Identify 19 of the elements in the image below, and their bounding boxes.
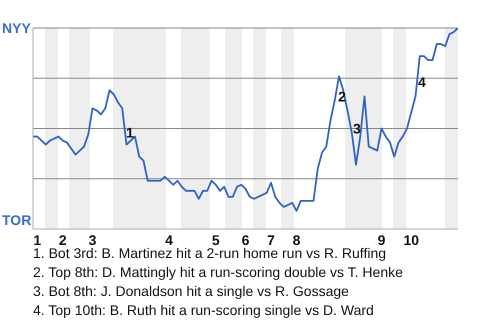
text: 2. Top 8th: D. Mattingly hit a run-scoring double vs T. Henke <box>33 263 403 282</box>
text: 4. Top 10th: B. Ruth hit a run-scoring single vs D. Ward <box>33 301 375 320</box>
text: 3. Bot 8th: J. Donaldson hit a single vs R. Gossage <box>33 282 350 301</box>
annotation: 4 <box>418 74 426 90</box>
x-tick-label: 3 <box>88 232 97 248</box>
annotation: 3 <box>352 120 361 136</box>
x-tick-label: 8 <box>292 232 301 248</box>
text: NYY <box>2 20 31 36</box>
x-tick-label: 10 <box>403 232 420 248</box>
x-tick-label: 6 <box>242 232 250 248</box>
annotation: 1 <box>126 124 134 140</box>
x-tick-label: 2 <box>58 232 67 248</box>
x-tick-label: 5 <box>212 232 220 248</box>
text: 1. Bot 3rd: B. Martinez hit a 2-run home run vs R. Ruffing <box>33 245 388 263</box>
x-tick-label: 4 <box>165 232 174 248</box>
x-tick-label: 9 <box>378 232 386 248</box>
text: TOR <box>2 212 32 228</box>
x-tick-label: 7 <box>267 232 276 248</box>
x-tick-label: 1 <box>33 232 42 248</box>
